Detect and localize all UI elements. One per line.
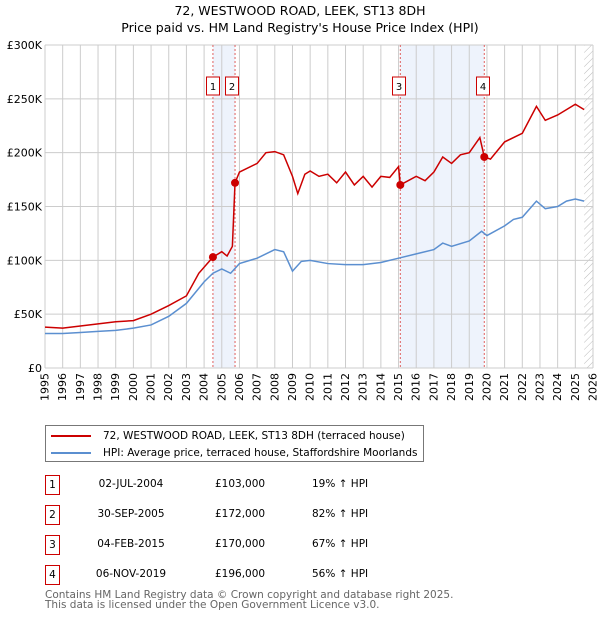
x-tick-label: 2001 — [145, 373, 158, 401]
sale-price: £170,000 — [215, 538, 266, 550]
legend: 72, WESTWOOD ROAD, LEEK, ST13 8DH (terra… — [45, 425, 424, 462]
legend-label: HPI: Average price, terraced house, Staf… — [103, 447, 418, 459]
y-tick-label: £200K — [7, 147, 43, 160]
x-tick-label: 2013 — [357, 373, 370, 401]
x-tick-label: 2014 — [374, 373, 387, 401]
x-tick-label: 2000 — [127, 373, 140, 401]
sale-point — [396, 180, 405, 189]
x-tick-label: 2019 — [463, 373, 476, 401]
y-tick-label: £300K — [7, 39, 43, 52]
x-tick-label: 1996 — [56, 373, 69, 401]
sale-hpi-change: 19% ↑ HPI — [312, 478, 369, 490]
x-tick-label: 2002 — [162, 373, 175, 401]
sale-date: 30-SEP-2005 — [97, 508, 165, 520]
sale-marker-label: 1 — [210, 82, 216, 93]
sale-marker-label: 2 — [229, 82, 235, 93]
sale-hpi-change: 56% ↑ HPI — [312, 568, 369, 580]
legend-swatch-red — [51, 435, 91, 437]
sale-price: £103,000 — [215, 478, 266, 490]
x-tick-label: 2026 — [587, 373, 600, 401]
sale-row: 3 04-FEB-2015 £170,000 67% ↑ HPI — [45, 535, 545, 555]
sale-hpi-change: 67% ↑ HPI — [312, 538, 369, 550]
x-tick-label: 2009 — [286, 373, 299, 401]
x-tick-label: 1998 — [92, 373, 105, 401]
chart-subtitle: Price paid vs. HM Land Registry's House … — [121, 20, 479, 35]
x-tick-label: 2008 — [268, 373, 281, 401]
x-tick-label: 2004 — [198, 373, 211, 401]
footer-line-1: Contains HM Land Registry data © Crown c… — [45, 589, 454, 601]
x-tick-label: 2010 — [304, 373, 317, 401]
y-tick-label: £150K — [7, 201, 43, 214]
sale-marker-label: 4 — [480, 82, 486, 93]
x-tick-label: 2025 — [569, 373, 582, 401]
x-tick-label: 2023 — [533, 373, 546, 401]
x-tick-label: 2007 — [251, 373, 264, 401]
sale-marker-box — [392, 76, 406, 96]
sale-date: 04-FEB-2015 — [97, 538, 165, 550]
sale-marker-label: 3 — [396, 82, 402, 93]
x-tick-label: 2016 — [410, 373, 423, 401]
sale-marker-badge: 4 — [45, 565, 60, 585]
property-series-line — [44, 103, 585, 329]
chart-title: 72, WESTWOOD ROAD, LEEK, ST13 8DH — [174, 3, 426, 18]
sale-row: 4 06-NOV-2019 £196,000 56% ↑ HPI — [45, 565, 545, 585]
y-tick-label: £0 — [28, 362, 42, 375]
footer: Contains HM Land Registry data © Crown c… — [45, 589, 454, 611]
x-tick-label: 2021 — [498, 373, 511, 401]
x-tick-label: 2006 — [233, 373, 246, 401]
legend-item-property: 72, WESTWOOD ROAD, LEEK, ST13 8DH (terra… — [46, 428, 405, 444]
y-tick-label: £100K — [7, 254, 43, 267]
sale-marker-box — [476, 76, 490, 96]
x-tick-label: 2005 — [215, 373, 228, 401]
footer-line-2: This data is licensed under the Open Gov… — [45, 599, 380, 611]
hpi-series-line — [45, 198, 585, 335]
sale-point — [231, 178, 240, 187]
legend-item-hpi: HPI: Average price, terraced house, Staf… — [46, 445, 417, 461]
x-tick-label: 2020 — [480, 373, 493, 401]
x-tick-label: 2022 — [516, 373, 529, 401]
sale-marker-badge: 2 — [45, 505, 60, 525]
sale-row: 1 02-JUL-2004 £103,000 19% ↑ HPI — [45, 475, 545, 495]
x-tick-label: 2015 — [392, 373, 405, 401]
x-tick-label: 2018 — [445, 373, 458, 401]
x-tick-label: 2017 — [427, 373, 440, 401]
sale-price: £196,000 — [215, 568, 266, 580]
sale-marker-box — [206, 76, 220, 96]
legend-label: 72, WESTWOOD ROAD, LEEK, ST13 8DH (terra… — [103, 430, 405, 442]
sale-marker-box — [225, 76, 239, 96]
x-tick-label: 1995 — [39, 373, 52, 401]
sale-point — [208, 253, 217, 262]
sale-point — [480, 152, 489, 161]
x-tick-label: 1999 — [109, 373, 122, 401]
sale-price: £172,000 — [215, 508, 266, 520]
legend-swatch-blue — [51, 452, 91, 454]
y-tick-label: £250K — [7, 93, 43, 106]
price-chart: 1995 1996 1997 1998 1999 2000 2001 2002 2003 2004… — [7, 39, 600, 401]
x-tick-label: 2003 — [180, 373, 193, 401]
x-tick-label: 2012 — [339, 373, 352, 401]
sale-date: 06-NOV-2019 — [95, 568, 167, 580]
sale-hpi-change: 82% ↑ HPI — [312, 508, 369, 520]
y-tick-label: £50K — [14, 308, 43, 321]
sale-marker-badge: 3 — [45, 535, 60, 555]
sale-row: 2 30-SEP-2005 £172,000 82% ↑ HPI — [45, 505, 545, 525]
sale-date: 02-JUL-2004 — [98, 478, 164, 490]
x-tick-label: 1997 — [74, 373, 87, 401]
x-tick-label: 2011 — [321, 373, 334, 401]
sale-marker-badge: 1 — [45, 475, 60, 495]
x-tick-label: 2024 — [551, 373, 564, 401]
